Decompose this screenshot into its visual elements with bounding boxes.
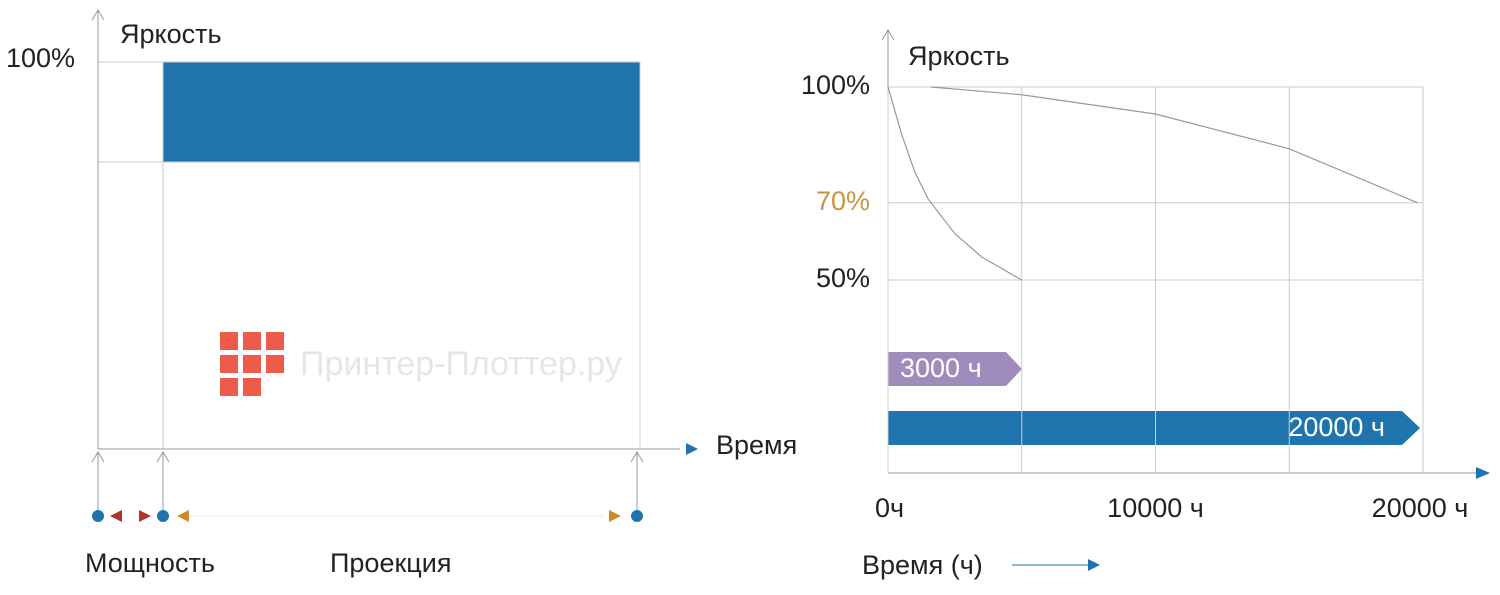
watermark-logo <box>220 332 284 396</box>
marker-label: Проекция <box>330 548 451 578</box>
x-tick-label: 0ч <box>875 493 904 523</box>
watermark: Принтер-Плоттер.ру <box>300 345 622 383</box>
marker-label: Мощность <box>85 548 215 578</box>
markers <box>91 451 644 510</box>
x-tick-label: 20000 ч <box>1372 493 1469 523</box>
x-label: Время (ч) <box>862 550 983 580</box>
y-tick-label: 70% <box>816 186 870 216</box>
y-tick-label: 100% <box>801 70 870 100</box>
x-label: Время <box>716 430 797 460</box>
axis-arrow <box>686 443 698 455</box>
y-label: Яркость <box>120 19 222 49</box>
annotation-arrow <box>888 352 1022 386</box>
x-tick-label: 10000 ч <box>1107 493 1204 523</box>
y-label: Яркость <box>908 41 1010 71</box>
y-tick-label: 50% <box>816 263 870 293</box>
y-axis <box>91 9 105 449</box>
label-arrow <box>1088 559 1100 571</box>
y-tick-label: 100% <box>6 43 75 73</box>
markers <box>92 510 643 522</box>
annotation: 3000 ч <box>900 353 982 383</box>
axis-arrow <box>1476 467 1490 479</box>
series-line <box>930 86 1418 204</box>
series-line <box>887 86 1023 281</box>
annotation: 20000 ч <box>1288 412 1385 442</box>
on-band <box>163 62 640 162</box>
annotation-arrow <box>888 411 1420 445</box>
